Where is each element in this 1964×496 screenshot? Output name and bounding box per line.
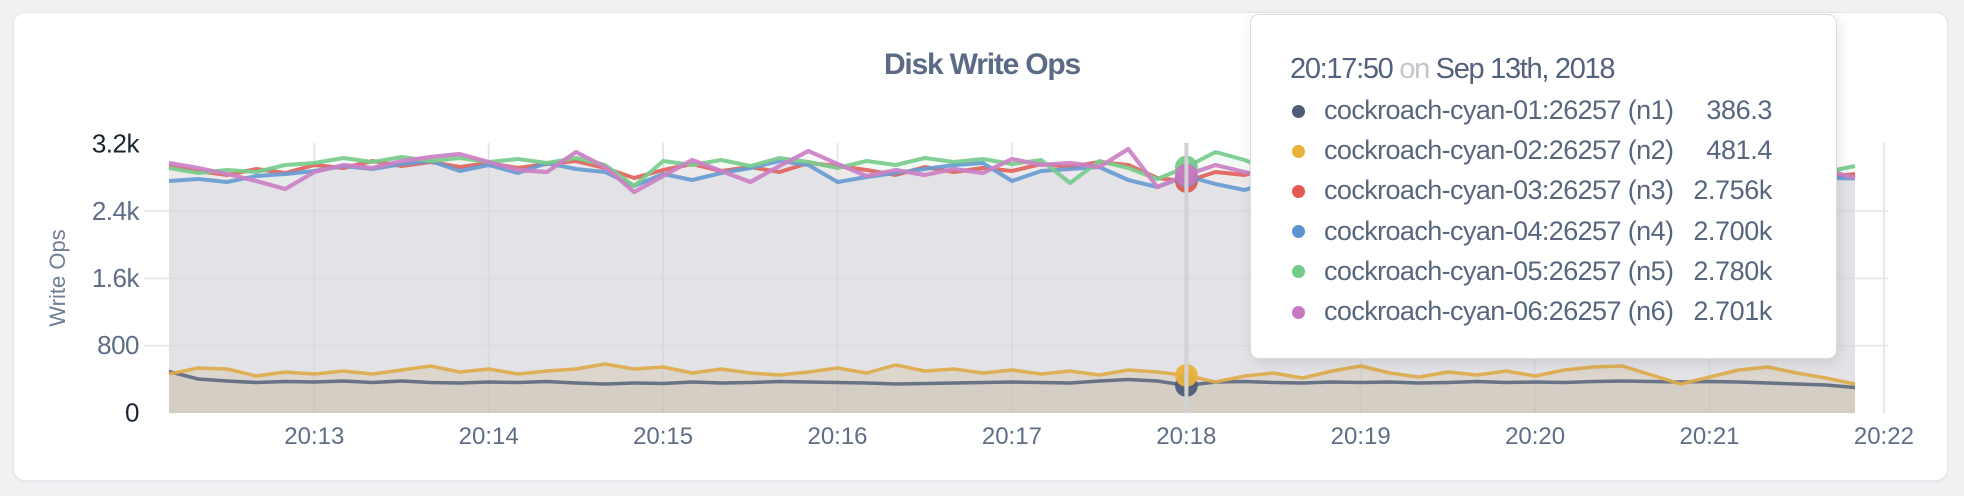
svg-text:3.2k: 3.2k [92,129,141,159]
svg-text:20:22: 20:22 [1854,423,1914,450]
svg-text:Disk Write Ops: Disk Write Ops [884,48,1081,81]
svg-text:20:14: 20:14 [459,423,519,450]
svg-text:20:21: 20:21 [1679,423,1739,450]
svg-text:800: 800 [97,330,139,360]
svg-text:20:13: 20:13 [284,423,344,450]
svg-text:20:17: 20:17 [982,423,1042,450]
svg-text:Write Ops: Write Ops [45,229,70,326]
svg-text:2.4k: 2.4k [92,196,141,226]
svg-text:1.6k: 1.6k [92,263,141,293]
svg-text:20:15: 20:15 [633,423,693,450]
svg-text:0: 0 [125,398,139,428]
svg-text:20:20: 20:20 [1505,423,1565,450]
svg-text:20:18: 20:18 [1156,423,1216,450]
svg-text:20:16: 20:16 [807,423,867,450]
svg-text:20:19: 20:19 [1331,423,1391,450]
